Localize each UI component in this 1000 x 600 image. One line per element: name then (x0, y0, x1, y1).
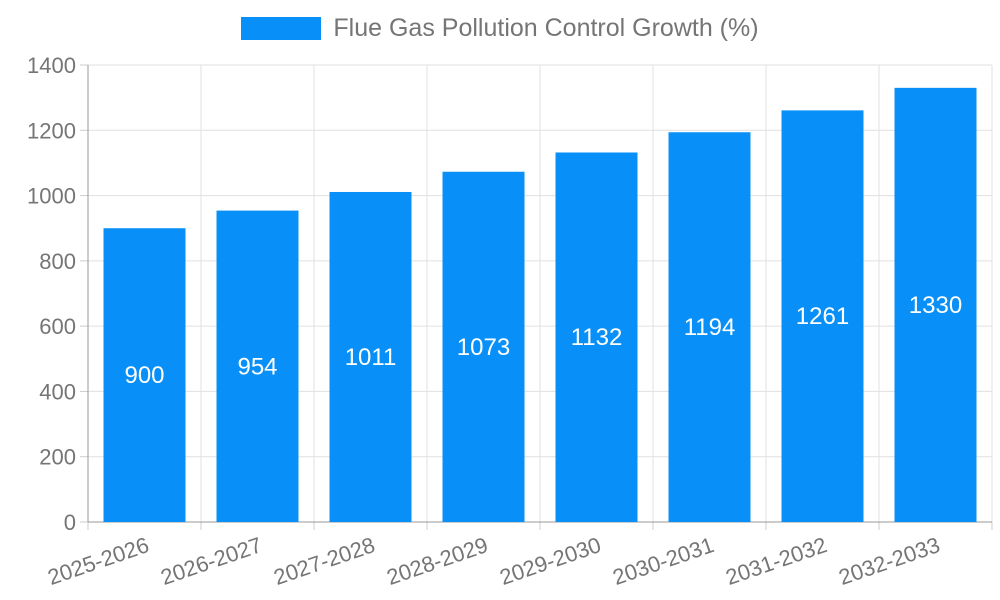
y-tick-label: 800 (39, 249, 76, 274)
legend-swatch[interactable] (241, 17, 322, 40)
bar-value-label: 1132 (571, 324, 623, 351)
bar-value-label: 954 (237, 353, 277, 380)
y-tick-label: 1400 (27, 53, 76, 78)
y-tick-label: 0 (64, 510, 76, 535)
x-tick-label: 2025-2026 (45, 532, 153, 590)
bar (216, 210, 299, 522)
x-tick-label: 2032-2033 (836, 532, 944, 590)
x-tick-label: 2026-2027 (158, 532, 266, 590)
y-tick-label: 200 (39, 445, 76, 470)
y-tick-label: 1200 (27, 118, 76, 143)
bar-value-label: 900 (124, 362, 164, 389)
bar (555, 152, 638, 523)
bar-value-label: 1261 (796, 303, 849, 330)
bar (668, 132, 751, 522)
chart-legend[interactable]: Flue Gas Pollution Control Growth (%) (0, 16, 1000, 41)
bar (781, 110, 864, 523)
y-tick-label: 1000 (27, 184, 76, 209)
legend-label: Flue Gas Pollution Control Growth (%) (333, 14, 759, 42)
y-tick-label: 400 (39, 379, 76, 404)
bar-value-label: 1194 (684, 314, 736, 341)
x-tick-label: 2028-2029 (384, 532, 492, 590)
x-tick-label: 2030-2031 (610, 532, 718, 590)
x-tick-label: 2027-2028 (271, 532, 379, 590)
x-tick-label: 2029-2030 (497, 532, 605, 590)
bar-value-label: 1011 (345, 344, 397, 371)
bar-value-label: 1330 (909, 292, 962, 319)
bar-value-label: 1073 (457, 334, 510, 361)
bar (442, 171, 525, 523)
y-tick-label: 600 (39, 314, 76, 339)
bar (329, 191, 412, 522)
bar (103, 228, 186, 522)
bar (894, 87, 977, 522)
x-tick-label: 2031-2032 (723, 532, 831, 590)
